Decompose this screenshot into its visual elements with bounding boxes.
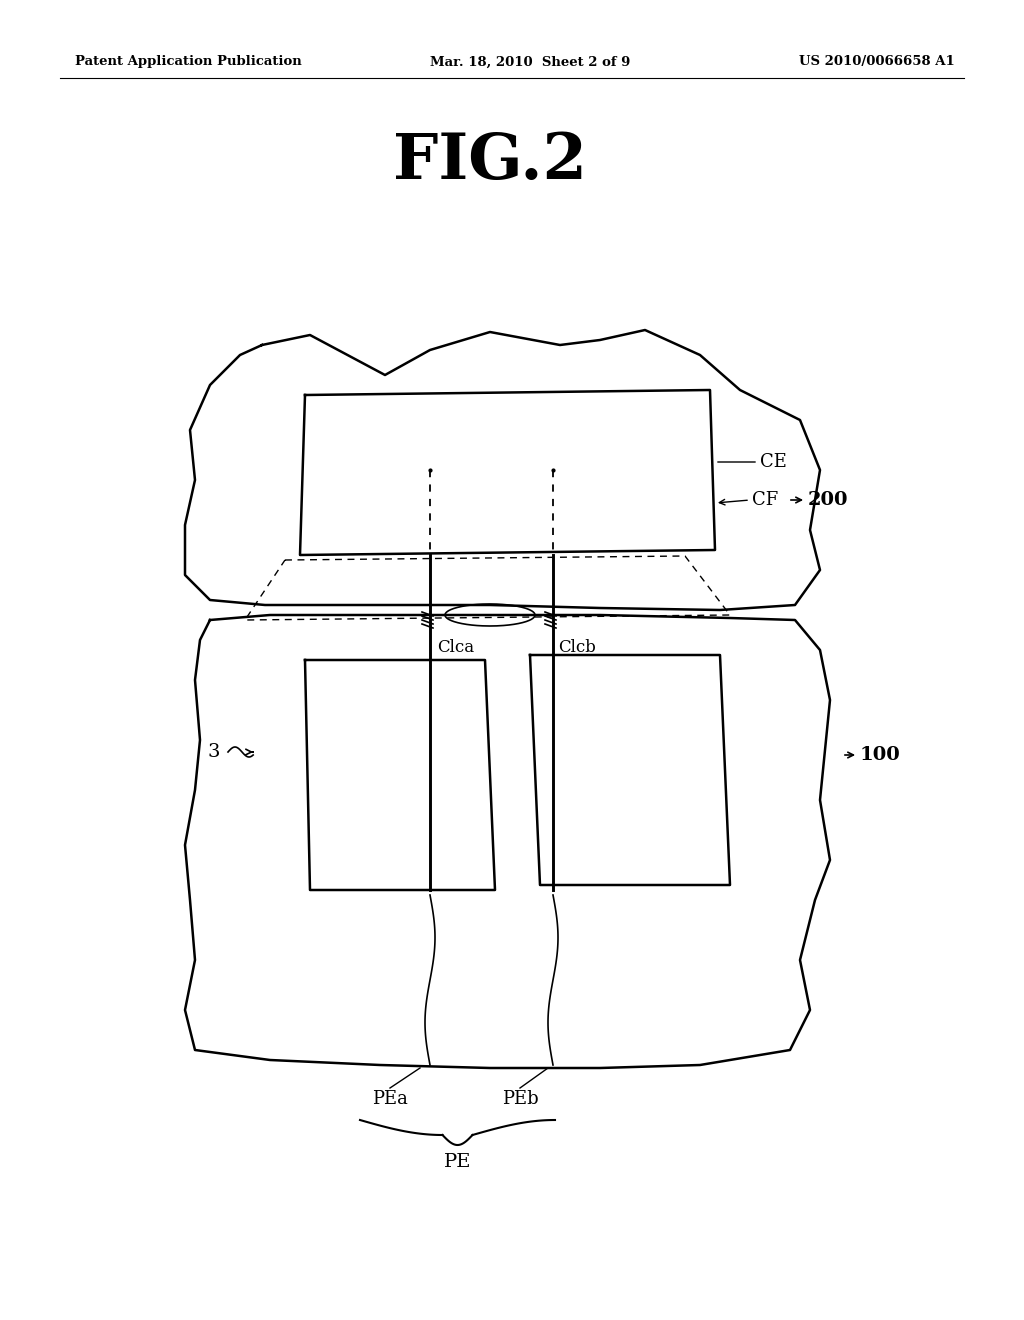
Text: Patent Application Publication: Patent Application Publication — [75, 55, 302, 69]
Text: 100: 100 — [860, 746, 901, 764]
Text: FIG.2: FIG.2 — [393, 132, 587, 193]
Text: Clca: Clca — [437, 639, 474, 656]
Text: PEa: PEa — [372, 1090, 408, 1107]
Text: 200: 200 — [808, 491, 849, 510]
Text: CE: CE — [760, 453, 786, 471]
Text: PEb: PEb — [502, 1090, 539, 1107]
Text: US 2010/0066658 A1: US 2010/0066658 A1 — [800, 55, 955, 69]
Text: 3: 3 — [208, 743, 220, 762]
Text: Mar. 18, 2010  Sheet 2 of 9: Mar. 18, 2010 Sheet 2 of 9 — [430, 55, 631, 69]
Text: PE: PE — [443, 1152, 471, 1171]
Text: Clcb: Clcb — [558, 639, 596, 656]
Text: CF: CF — [752, 491, 778, 510]
